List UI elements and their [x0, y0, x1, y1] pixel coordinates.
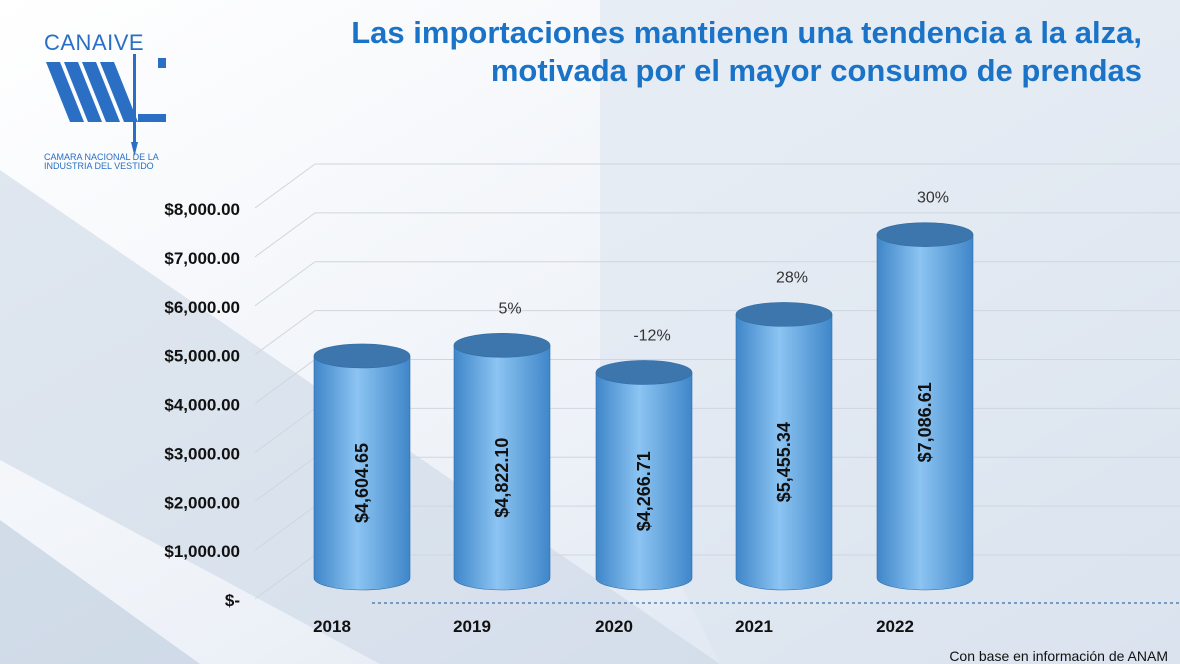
- y-tick-label: $3,000.00: [164, 444, 240, 463]
- bar-top: [876, 222, 974, 247]
- bar-top: [313, 343, 411, 369]
- bar-top: [595, 360, 693, 385]
- growth-label: 30%: [917, 190, 949, 207]
- data-label: $4,822.10: [492, 438, 512, 518]
- gridline-diagonal: [254, 505, 316, 551]
- bar: [735, 314, 833, 591]
- gridline-diagonal: [254, 554, 316, 600]
- data-label: $7,086.61: [915, 382, 935, 462]
- growth-label: 28%: [776, 269, 808, 286]
- data-label: $4,604.65: [352, 443, 372, 523]
- x-tick-label: 2022: [876, 617, 914, 636]
- data-label: $5,455.34: [774, 422, 794, 502]
- x-tick-label: 2020: [595, 617, 633, 636]
- data-label: $4,266.71: [634, 451, 654, 531]
- bar: [876, 234, 974, 591]
- bar-top: [735, 302, 833, 327]
- bar: [595, 372, 693, 591]
- y-tick-label: $1,000.00: [164, 542, 240, 561]
- growth-label: 5%: [498, 300, 521, 317]
- x-tick-label: 2018: [313, 617, 351, 636]
- bar: [453, 345, 551, 591]
- y-tick-label: $5,000.00: [164, 347, 240, 366]
- y-tick-label: $6,000.00: [164, 298, 240, 317]
- logo-subtitle: CÁMARA NACIONAL DE LA INDUSTRIA DEL VEST…: [44, 153, 159, 169]
- bar-top: [453, 333, 551, 358]
- x-tick-label: 2021: [735, 617, 773, 636]
- gridline-diagonal: [254, 407, 316, 453]
- y-tick-label: $8,000.00: [164, 200, 240, 219]
- gridline-diagonal: [254, 310, 316, 356]
- gridline-diagonal: [254, 456, 316, 502]
- logo-name: CANAIVE: [44, 30, 145, 55]
- y-tick-label: $7,000.00: [164, 249, 240, 268]
- canaive-logo: [46, 54, 166, 156]
- gridline-diagonal: [254, 212, 316, 258]
- y-tick-label: $4,000.00: [164, 396, 240, 415]
- x-tick-label: 2019: [453, 617, 491, 636]
- chart-title: Las importaciones mantienen una tendenci…: [351, 15, 1142, 88]
- source-note: Con base en información de ANAM: [949, 648, 1168, 664]
- gridline-diagonal: [254, 163, 316, 209]
- gridline-diagonal: [254, 261, 316, 307]
- gridline-diagonal: [254, 359, 316, 404]
- growth-label: -12%: [633, 327, 670, 344]
- y-tick-label: $-: [225, 591, 240, 610]
- y-tick-label: $2,000.00: [164, 493, 240, 512]
- bar: [313, 355, 411, 591]
